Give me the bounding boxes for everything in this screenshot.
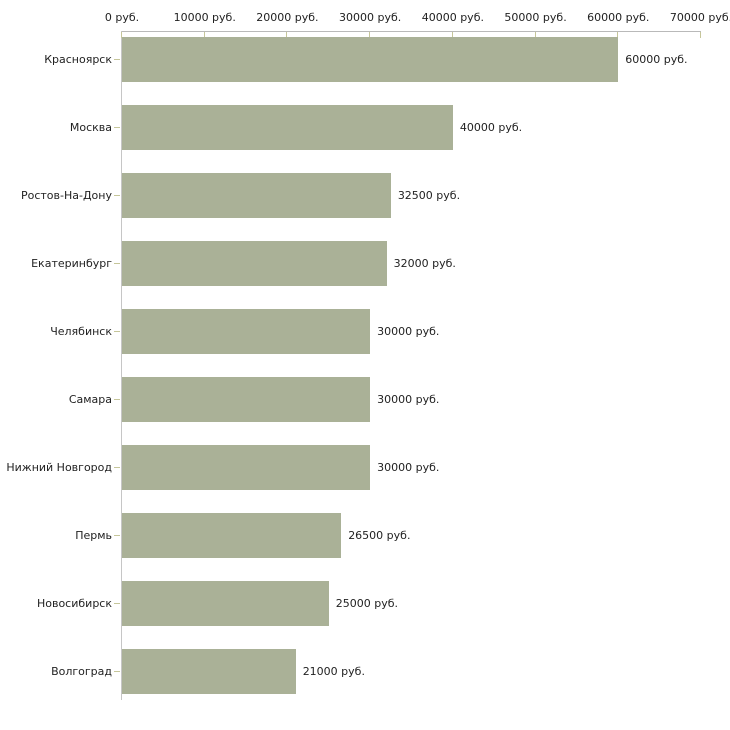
bar-Екатеринбург	[122, 241, 387, 286]
category-label: Нижний Новгород	[6, 461, 112, 474]
category-label: Ростов-На-Дону	[20, 189, 112, 202]
bar-Самара	[122, 377, 371, 422]
y-axis-tick-mark	[114, 671, 120, 672]
value-label: 30000 руб.	[377, 393, 440, 406]
x-axis-tick-label: 0 руб.	[104, 11, 140, 24]
value-label: 32500 руб.	[397, 189, 461, 202]
y-axis-category-labels: Красноярск Москва Ростов-На-Дону Екатеринбу…	[0, 31, 120, 700]
category-label: Москва	[69, 121, 112, 134]
x-axis-tick-label: 20000 руб.	[256, 11, 319, 24]
x-axis-tick-label: 70000 руб.	[669, 11, 730, 24]
category-label: Красноярск	[44, 53, 112, 66]
category-label: Новосибирск	[36, 597, 112, 610]
bar-Нижний Новгород	[122, 445, 371, 490]
bar-Красноярск	[122, 37, 619, 82]
y-axis-tick-mark	[114, 195, 120, 196]
x-axis-tick-label: 30000 руб.	[339, 11, 402, 24]
x-axis-line	[122, 31, 701, 32]
value-label: 21000 руб.	[302, 665, 365, 678]
x-axis-tick-label: 40000 руб.	[421, 11, 484, 24]
x-axis-tick-label: 10000 руб.	[173, 11, 236, 24]
value-label: 32000 руб.	[393, 257, 456, 270]
x-axis-tick-mark	[286, 32, 288, 38]
category-label: Самара	[68, 393, 112, 406]
bar-Ростов-На-Дону	[122, 173, 391, 218]
category-label: Пермь	[75, 529, 112, 542]
y-axis-tick-mark	[114, 399, 120, 400]
x-axis-tick-mark	[121, 32, 122, 38]
value-label: 40000 руб.	[459, 121, 523, 134]
x-axis-tick-mark	[617, 32, 619, 38]
value-label: 30000 руб.	[377, 461, 440, 474]
y-axis-tick-mark	[114, 59, 120, 60]
y-axis-tick-mark	[114, 603, 120, 604]
y-axis-tick-mark	[114, 535, 120, 536]
bar-Новосибирск	[122, 581, 329, 626]
value-label: 60000 руб.	[625, 53, 688, 66]
x-axis-tick-mark	[203, 32, 205, 38]
x-axis-tick-mark	[534, 32, 536, 38]
y-axis-tick-mark	[114, 467, 120, 468]
x-axis-tick-label: 60000 руб.	[587, 11, 650, 24]
bar-Пермь	[122, 513, 342, 558]
y-axis-tick-mark	[114, 127, 120, 128]
x-axis-tick-labels: 0 руб. 10000 руб. 20000 руб. 30000 руб. 4000…	[105, 11, 730, 25]
bar-Москва	[122, 105, 453, 150]
y-axis-line	[121, 31, 122, 700]
x-axis-tick-mark	[369, 32, 371, 38]
value-label: 25000 руб.	[335, 597, 399, 610]
plot-area: 60000 руб. 40000 руб. 32500 руб. 32000 руб.…	[121, 31, 701, 700]
category-label: Екатеринбург	[31, 257, 112, 270]
category-label: Челябинск	[50, 325, 112, 338]
value-label: 26500 руб.	[348, 529, 411, 542]
value-label: 30000 руб.	[377, 325, 440, 338]
bar-Волгоград	[122, 649, 296, 694]
x-axis-tick-mark	[700, 32, 701, 38]
y-axis-tick-mark	[114, 263, 120, 264]
x-axis-tick-label: 50000 руб.	[504, 11, 567, 24]
x-axis-tick-mark	[451, 32, 453, 38]
y-axis-tick-mark	[114, 331, 120, 332]
category-label: Волгоград	[51, 665, 112, 678]
bar-Челябинск	[122, 309, 371, 354]
